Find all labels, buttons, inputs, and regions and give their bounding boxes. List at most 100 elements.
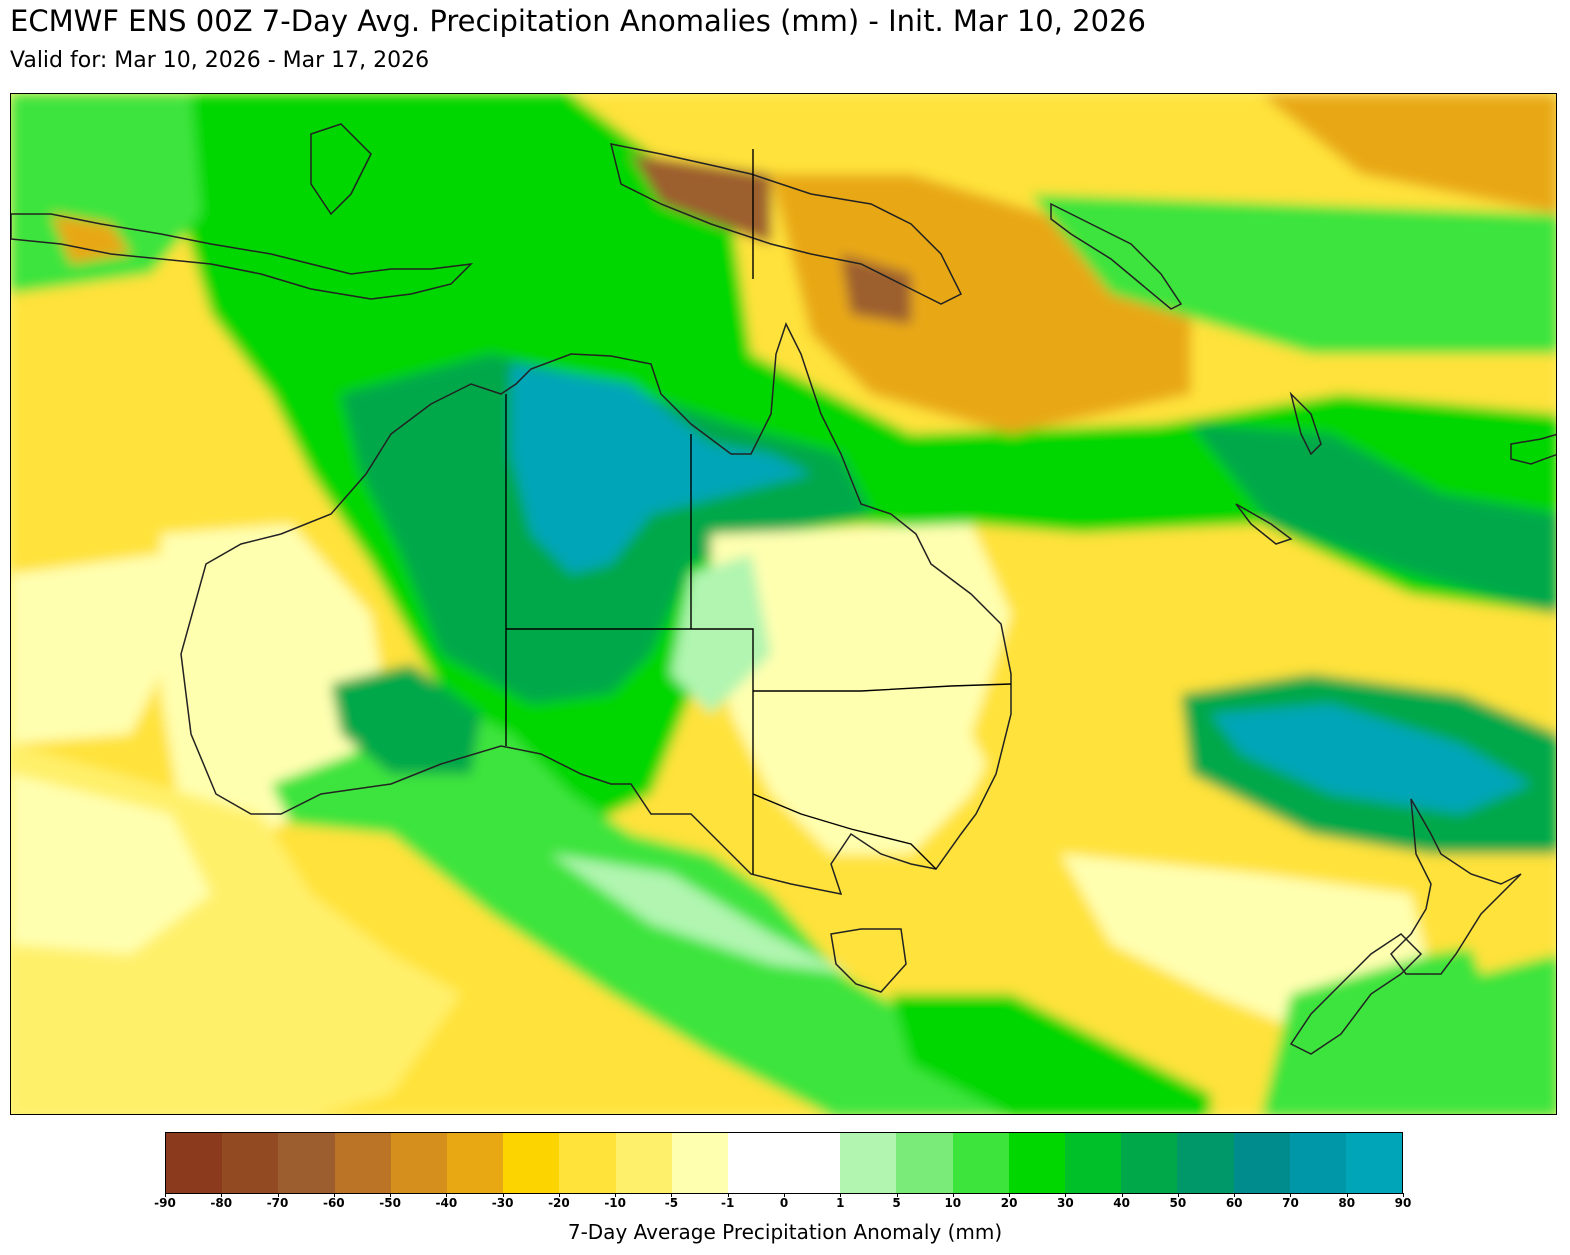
colorbar-tickmark [446, 1193, 448, 1197]
sulawesi-coast [310, 123, 372, 216]
colorbar-tick-label: 10 [944, 1196, 962, 1210]
field-north-teal [511, 364, 811, 574]
colorbar-tick-label: 60 [1225, 1196, 1243, 1210]
colorbar-tick-label: 70 [1282, 1196, 1299, 1210]
colorbar-swatch [615, 1133, 672, 1193]
nz-north-island-coast [1390, 798, 1522, 975]
colorbar-tickmark [896, 1193, 898, 1197]
colorbar-tick-label: -70 [266, 1196, 289, 1210]
colorbar-tickmark [840, 1193, 842, 1197]
colorbar-tickmark [1177, 1193, 1179, 1197]
colorbar-tick-label: 80 [1338, 1196, 1356, 1210]
field-bight-wet [271, 694, 1205, 1114]
field-sw-white [11, 774, 211, 954]
colorbar-swatch [1345, 1133, 1403, 1193]
colorbar-tick-label: -50 [379, 1196, 401, 1210]
field-tasman-teal [1211, 704, 1531, 814]
new-guinea-coast [609, 143, 963, 305]
colorbar-tickmark [390, 1193, 392, 1197]
field-bight-deep [331, 664, 481, 774]
field-wa-pale [161, 524, 391, 834]
colorbar-label: 7-Day Average Precipitation Anomaly (mm) [567, 1220, 1003, 1244]
colorbar-ticks: -90 -80 -70 -60 -50 -40 -30 -20 -10 -5 -1 0 1 5 10 20 30… [154, 1193, 1411, 1216]
colorbar [165, 1132, 1403, 1194]
field-png-brown [841, 254, 911, 324]
colorbar-swatch [727, 1133, 785, 1193]
colorbar-tick-label: -5 [664, 1196, 679, 1210]
map-title: ECMWF ENS 00Z 7-Day Avg. Precipitation A… [10, 4, 1146, 38]
new-caledonia-coast [1235, 503, 1293, 545]
colorbar-tick-label: 40 [1113, 1196, 1130, 1210]
colorbar-swatch [334, 1133, 391, 1193]
colorbar-swatch [1233, 1133, 1290, 1193]
field-east-pale [711, 524, 1021, 854]
colorbar-tick-label: 90 [1394, 1196, 1412, 1210]
sa-border [506, 628, 754, 874]
colorbar-swatch [1177, 1133, 1234, 1193]
colorbar-tickmark [558, 1193, 560, 1197]
colorbar-tickmark [784, 1193, 785, 1197]
colorbar-tick-label: -1 [721, 1196, 735, 1210]
colorbar-tickmark [1290, 1193, 1292, 1197]
fiji-coast [1510, 433, 1556, 465]
colorbar-swatch [390, 1133, 447, 1193]
precipitation-anomaly-map [10, 93, 1557, 1115]
colorbar-tickmark [221, 1193, 223, 1197]
field-bight-light [551, 854, 851, 974]
colorbar-swatch [1008, 1133, 1065, 1193]
nusa-tenggara-coast [11, 213, 474, 300]
colorbar-tickmark [1065, 1193, 1067, 1197]
colorbar-tickmark [277, 1193, 279, 1197]
solomon-islands-coast [1050, 202, 1183, 310]
field-ne-dry [1261, 94, 1556, 214]
colorbar-tick-label: 30 [1057, 1196, 1074, 1210]
colorbar-swatch [1121, 1133, 1178, 1193]
colorbar-tick-label: -20 [548, 1196, 570, 1210]
colorbar-tickmark [1234, 1193, 1236, 1197]
tasmania-coast [830, 928, 907, 993]
colorbar-tick-label: -90 [154, 1196, 176, 1210]
map-subtitle: Valid for: Mar 10, 2026 - Mar 17, 2026 [10, 48, 430, 73]
vanuatu-coast [1289, 391, 1322, 456]
colorbar-swatch [166, 1133, 223, 1193]
colorbar-swatch [671, 1133, 728, 1193]
colorbar-swatch [952, 1133, 1009, 1193]
colorbar-tick-label: 50 [1169, 1196, 1187, 1210]
colorbar-tickmark [952, 1193, 954, 1197]
field-png-brown-west [631, 154, 771, 244]
field-tasman-dry [971, 524, 1211, 814]
colorbar-tickmark [333, 1193, 335, 1197]
anomaly-field [11, 94, 1556, 1114]
colorbar-swatch [1065, 1133, 1122, 1193]
map-canvas [11, 94, 1556, 1114]
nsw-vic-border [752, 793, 937, 870]
colorbar-swatch [840, 1133, 897, 1193]
colorbar-tickmark [727, 1193, 729, 1197]
colorbar-swatch [222, 1133, 279, 1193]
colorbar-swatch [1289, 1133, 1346, 1193]
colorbar-tickmark [165, 1193, 166, 1197]
qld-nsw-border [753, 683, 1012, 692]
colorbar-swatch [559, 1133, 616, 1193]
state-borders [505, 149, 1012, 874]
field-nz-wet [1261, 934, 1556, 1114]
colorbar-tickmark [1009, 1193, 1011, 1197]
colorbar-tick-label: -80 [210, 1196, 233, 1210]
field-nz-dry [1441, 854, 1556, 974]
field-south-green [891, 994, 1211, 1114]
colorbar-tick-label: -10 [604, 1196, 627, 1210]
colorbar-tick-label: -40 [435, 1196, 458, 1210]
colorbar-tick-label: -60 [322, 1196, 345, 1210]
field-nw-brown [51, 214, 131, 264]
australia-coast [180, 322, 1012, 895]
colorbar-tick-label: 20 [1000, 1196, 1018, 1210]
colorbar-tickmark [671, 1193, 673, 1197]
field-west-white [11, 554, 171, 744]
colorbar-tick-label: 1 [836, 1196, 845, 1210]
colorbar-tick-label: -30 [491, 1196, 514, 1210]
nz-south-island-coast [1289, 933, 1423, 1055]
colorbar-swatch [896, 1133, 953, 1193]
colorbar-tick-label: 0 [779, 1196, 789, 1210]
colorbar-tickmark [1121, 1193, 1123, 1197]
colorbar-swatch [784, 1133, 841, 1193]
